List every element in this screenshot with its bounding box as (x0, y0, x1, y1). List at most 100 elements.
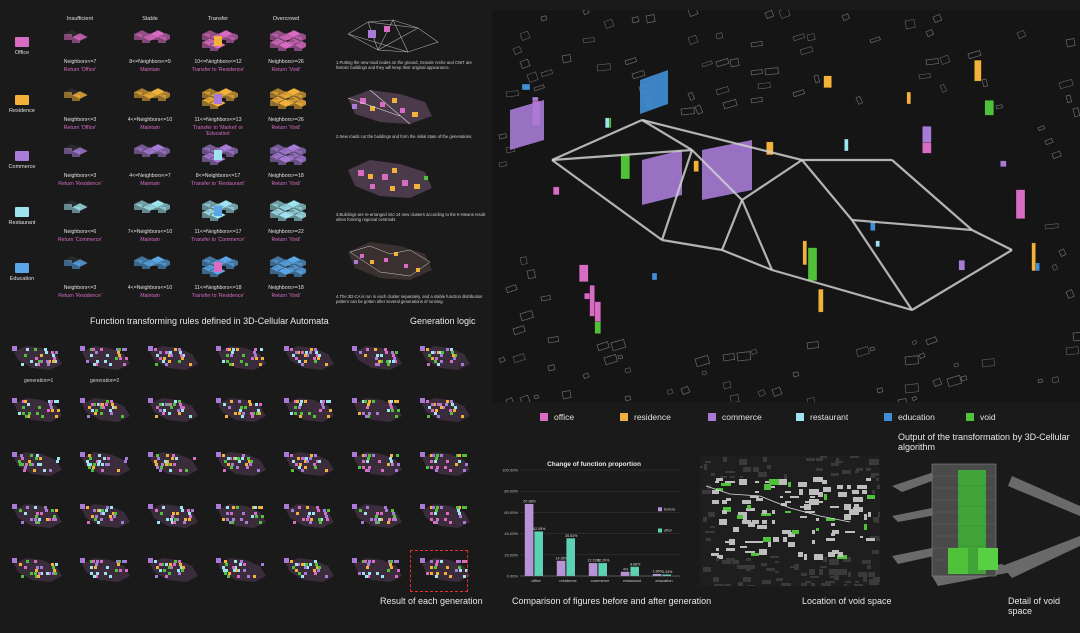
chart-data-label: 35.53% (565, 534, 578, 538)
generation-label-2: generation=2 (90, 378, 120, 384)
generation-thumbnail (216, 346, 266, 370)
generation-thumbnail (420, 504, 470, 528)
chart-bar-after (662, 574, 671, 576)
logic-step-3: 3.Buildings are re-arranged into 14 new … (336, 212, 486, 222)
rule-action: Return 'Void' (271, 125, 301, 131)
logic-map-2 (347, 89, 432, 125)
rule-condition: Neighbors<=6 (63, 229, 97, 235)
void-detail-caption: Detail of void space (1008, 596, 1061, 616)
rule-action: Return 'Office' (63, 67, 97, 73)
rule-cube-cluster (63, 87, 89, 101)
rule-cube-cluster (201, 199, 238, 221)
generation-thumbnail (80, 504, 130, 528)
rule-condition: 11<=Neighbors<=17 (194, 229, 242, 235)
chart-data-label: 1.43% (662, 570, 673, 574)
chart-category-label: education (655, 578, 672, 583)
rule-condition: Neighbors<=3 (63, 173, 97, 179)
rule-action: Transfer to 'Commerce' (191, 237, 245, 243)
generation-thumbnail (148, 504, 198, 528)
rule-action: Transfer to 'Market' or 'Education' (192, 125, 244, 137)
generation-thumbnail (80, 346, 130, 370)
rule-cube-cluster (269, 29, 306, 51)
generation-thumbnail (148, 346, 198, 370)
rule-condition: 4<=Neighbors<=10 (127, 285, 173, 291)
generation-thumbnail (284, 398, 334, 422)
rule-condition: 11<=Neighbors<=18 (194, 285, 242, 291)
generation-thumbnail (420, 346, 470, 370)
generation-thumbnail (352, 346, 402, 370)
chart-caption: Comparison of figures before and after g… (512, 596, 712, 606)
legend-label: office (554, 412, 575, 422)
generation-thumbnail (352, 398, 402, 422)
rule-condition: Neighbors<=7 (63, 59, 97, 65)
generation-thumbnail (12, 346, 62, 370)
rule-condition: 7<=Neighbors<=10 (127, 229, 173, 235)
rule-condition: Neighbors>=26 (268, 117, 304, 123)
generation-thumbnail (80, 452, 130, 476)
generation-thumbnail (352, 504, 402, 528)
main-output-view (492, 6, 1080, 408)
chart-category-label: residence (559, 578, 577, 583)
chart-bar-after (534, 531, 543, 576)
chart-bar-before (652, 574, 662, 576)
rule-action: Transfer to 'Restaurant' (191, 181, 245, 187)
legend-item-commerce: commerce (708, 412, 762, 422)
chart-title: Change of function proportion (547, 461, 641, 468)
legend-swatch (966, 413, 974, 421)
chart-data-label: 8.68% (630, 562, 641, 566)
chart-bar-after (566, 538, 575, 576)
legend-swatch (796, 413, 804, 421)
rule-cube-cluster (269, 199, 306, 221)
rule-action: Transfer to 'Residence' (191, 293, 245, 299)
legend-swatch (708, 413, 716, 421)
rule-cube-cluster (133, 87, 170, 101)
generation-thumbnail (420, 398, 470, 422)
commerce-icon (15, 151, 29, 161)
logic-step-4: 4.The 3D-CA is run in each cluster separ… (336, 294, 483, 304)
rule-condition: 4<=Neighbors<=10 (127, 117, 173, 123)
generation-thumbnail (12, 558, 62, 582)
generation-thumbnail (216, 504, 266, 528)
void-detail-view (892, 456, 1080, 586)
rule-condition: Neighbors>=22 (268, 229, 304, 235)
chart-data-label: 12.20% (597, 559, 610, 563)
chart-ytick-label: 80.00% (504, 489, 518, 494)
rule-condition: Neighbors>=18 (268, 285, 304, 291)
rule-action: Maintain (140, 67, 160, 73)
rule-action: Maintain (140, 293, 160, 299)
legend-swatch (540, 413, 548, 421)
legend-label: commerce (722, 412, 762, 422)
generation-thumbnail (352, 452, 402, 476)
rule-cube-cluster (133, 29, 170, 43)
rule-condition: Neighbors<=3 (63, 117, 97, 123)
rule-row-name: Commerce (8, 164, 36, 170)
rule-cube-cluster (63, 255, 89, 269)
chart-category-label: office (531, 578, 541, 583)
rule-action: Maintain (140, 237, 160, 243)
generation-thumbnail (80, 398, 130, 422)
chart-bar-after (630, 566, 639, 576)
rule-condition: Neighbors>=18 (268, 173, 304, 179)
chart-ytick-label: 60.00% (504, 510, 518, 515)
generation-thumbnail (284, 346, 334, 370)
chart-data-label: 42.05% (533, 527, 546, 531)
rule-action: Transfer to 'Residence' (191, 67, 245, 73)
rule-cube-cluster (133, 199, 170, 213)
rule-cube-cluster (269, 255, 306, 277)
rule-condition: 8<=Neighbors<=17 (195, 173, 241, 179)
chart-legend-swatch (658, 528, 662, 533)
logic-map-3 (348, 160, 432, 198)
logic-caption: Generation logic (410, 316, 476, 326)
residence-icon (15, 95, 29, 105)
generation-thumbnail (420, 558, 470, 582)
rule-row-name: Education (9, 276, 35, 282)
main-output-map (498, 6, 1080, 408)
legend-item-restaurant: restaurant (796, 412, 848, 422)
generation-thumbnail (216, 558, 266, 582)
main-output-caption: Output of the transformation by 3D-Cellu… (898, 432, 1070, 452)
chart-data-label: 14.36% (555, 556, 568, 560)
rule-cube-cluster (201, 143, 238, 165)
rule-cube-cluster (269, 143, 306, 165)
rule-cube-cluster (269, 87, 306, 109)
generation-thumbnail (12, 398, 62, 422)
